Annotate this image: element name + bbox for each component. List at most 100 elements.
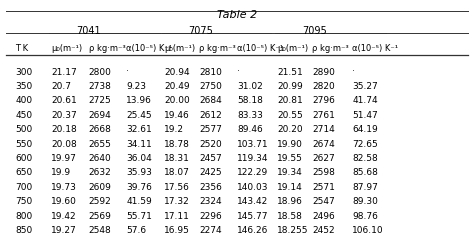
- Text: 2324: 2324: [199, 197, 222, 206]
- Text: 18.58: 18.58: [277, 212, 303, 221]
- Text: 2632: 2632: [89, 169, 111, 177]
- Text: μ₀(m⁻¹): μ₀(m⁻¹): [164, 44, 195, 53]
- Text: α(10⁻⁵) K⁻¹: α(10⁻⁵) K⁻¹: [237, 44, 283, 53]
- Text: 300: 300: [16, 68, 33, 77]
- Text: 146.26: 146.26: [237, 226, 268, 235]
- Text: 18.96: 18.96: [277, 197, 303, 206]
- Text: 106.10: 106.10: [353, 226, 384, 235]
- Text: 98.76: 98.76: [353, 212, 378, 221]
- Text: α(10⁻⁵) K⁻¹: α(10⁻⁵) K⁻¹: [353, 44, 399, 53]
- Text: 2725: 2725: [89, 96, 111, 105]
- Text: 350: 350: [16, 82, 33, 91]
- Text: 39.76: 39.76: [126, 183, 152, 192]
- Text: 7095: 7095: [302, 26, 327, 36]
- Text: 2592: 2592: [89, 197, 111, 206]
- Text: 20.18: 20.18: [51, 125, 77, 134]
- Text: 18.78: 18.78: [164, 140, 190, 149]
- Text: 17.32: 17.32: [164, 197, 190, 206]
- Text: 20.08: 20.08: [51, 140, 77, 149]
- Text: 122.29: 122.29: [237, 169, 268, 177]
- Text: 450: 450: [16, 111, 33, 120]
- Text: 2496: 2496: [312, 212, 335, 221]
- Text: 19.34: 19.34: [277, 169, 303, 177]
- Text: 2796: 2796: [312, 96, 335, 105]
- Text: 750: 750: [16, 197, 33, 206]
- Text: 89.30: 89.30: [353, 197, 378, 206]
- Text: 2761: 2761: [312, 111, 335, 120]
- Text: 19.46: 19.46: [164, 111, 190, 120]
- Text: 2577: 2577: [199, 125, 222, 134]
- Text: 36.04: 36.04: [126, 154, 152, 163]
- Text: 800: 800: [16, 212, 33, 221]
- Text: Table 2: Table 2: [217, 10, 257, 20]
- Text: 2627: 2627: [312, 154, 335, 163]
- Text: 2655: 2655: [89, 140, 111, 149]
- Text: 72.65: 72.65: [353, 140, 378, 149]
- Text: 35.93: 35.93: [126, 169, 152, 177]
- Text: 140.03: 140.03: [237, 183, 268, 192]
- Text: 41.59: 41.59: [126, 197, 152, 206]
- Text: 19.2: 19.2: [164, 125, 184, 134]
- Text: 2452: 2452: [312, 226, 335, 235]
- Text: 20.7: 20.7: [51, 82, 71, 91]
- Text: 7075: 7075: [188, 26, 213, 36]
- Text: 19.14: 19.14: [277, 183, 303, 192]
- Text: 87.97: 87.97: [353, 183, 378, 192]
- Text: 550: 550: [16, 140, 33, 149]
- Text: 145.77: 145.77: [237, 212, 268, 221]
- Text: 57.6: 57.6: [126, 226, 146, 235]
- Text: 32.61: 32.61: [126, 125, 152, 134]
- Text: μ₀(m⁻¹): μ₀(m⁻¹): [277, 44, 308, 53]
- Text: 2694: 2694: [89, 111, 111, 120]
- Text: 2810: 2810: [199, 68, 222, 77]
- Text: 31.02: 31.02: [237, 82, 263, 91]
- Text: 600: 600: [16, 154, 33, 163]
- Text: 21.17: 21.17: [51, 68, 77, 77]
- Text: 21.51: 21.51: [277, 68, 303, 77]
- Text: 2714: 2714: [312, 125, 335, 134]
- Text: 2274: 2274: [199, 226, 222, 235]
- Text: 51.47: 51.47: [353, 111, 378, 120]
- Text: 19.90: 19.90: [277, 140, 303, 149]
- Text: 83.33: 83.33: [237, 111, 263, 120]
- Text: 41.74: 41.74: [353, 96, 378, 105]
- Text: 20.99: 20.99: [277, 82, 303, 91]
- Text: 2296: 2296: [199, 212, 222, 221]
- Text: 2674: 2674: [312, 140, 335, 149]
- Text: 2820: 2820: [312, 82, 335, 91]
- Text: 2612: 2612: [199, 111, 222, 120]
- Text: 20.00: 20.00: [164, 96, 190, 105]
- Text: 89.46: 89.46: [237, 125, 263, 134]
- Text: 19.9: 19.9: [51, 169, 71, 177]
- Text: 18.07: 18.07: [164, 169, 190, 177]
- Text: ρ kg·m⁻³: ρ kg·m⁻³: [199, 44, 236, 53]
- Text: 700: 700: [16, 183, 33, 192]
- Text: 2457: 2457: [199, 154, 222, 163]
- Text: 55.71: 55.71: [126, 212, 152, 221]
- Text: 850: 850: [16, 226, 33, 235]
- Text: 19.27: 19.27: [51, 226, 77, 235]
- Text: 2425: 2425: [199, 169, 222, 177]
- Text: 103.71: 103.71: [237, 140, 269, 149]
- Text: μ₀(m⁻¹): μ₀(m⁻¹): [51, 44, 82, 53]
- Text: 19.42: 19.42: [51, 212, 76, 221]
- Text: ·: ·: [126, 68, 129, 77]
- Text: 20.49: 20.49: [164, 82, 190, 91]
- Text: 64.19: 64.19: [353, 125, 378, 134]
- Text: 2684: 2684: [199, 96, 222, 105]
- Text: 2750: 2750: [199, 82, 222, 91]
- Text: 500: 500: [16, 125, 33, 134]
- Text: 2520: 2520: [199, 140, 222, 149]
- Text: 19.73: 19.73: [51, 183, 77, 192]
- Text: 16.95: 16.95: [164, 226, 190, 235]
- Text: 20.61: 20.61: [51, 96, 77, 105]
- Text: 2547: 2547: [312, 197, 335, 206]
- Text: 2548: 2548: [89, 226, 111, 235]
- Text: 2800: 2800: [89, 68, 111, 77]
- Text: 35.27: 35.27: [353, 82, 378, 91]
- Text: 2668: 2668: [89, 125, 111, 134]
- Text: 9.23: 9.23: [126, 82, 146, 91]
- Text: 18.255: 18.255: [277, 226, 309, 235]
- Text: 17.56: 17.56: [164, 183, 190, 192]
- Text: 7041: 7041: [76, 26, 101, 36]
